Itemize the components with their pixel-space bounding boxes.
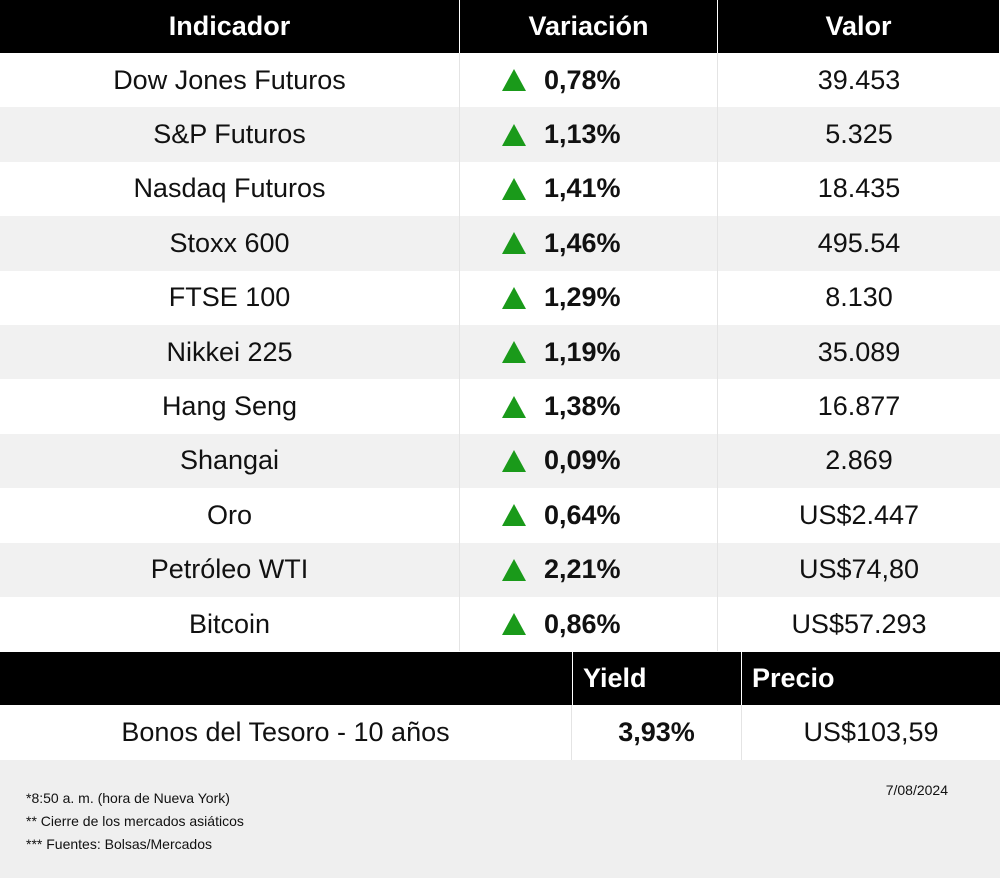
variation-value: 1,41% <box>544 173 621 204</box>
indicator: Dow Jones Futuros <box>0 53 460 108</box>
variation: 0,64% <box>460 488 718 543</box>
footnote: *** Fuentes: Bolsas/Mercados <box>26 836 212 852</box>
row-bg <box>0 325 1000 380</box>
variation: 1,13% <box>460 107 718 162</box>
variation: 0,78% <box>460 53 718 108</box>
variation: 2,21% <box>460 542 718 597</box>
value: US$2.447 <box>798 499 920 530</box>
variation: 0,09% <box>460 433 718 489</box>
header-cell: Precio <box>742 652 1000 705</box>
variation-value: 1,13% <box>544 119 621 150</box>
variation-value: 0,86% <box>544 608 621 639</box>
up-arrow <box>502 613 526 636</box>
up-arrow <box>502 286 526 309</box>
up-arrow <box>502 69 526 92</box>
header-cell: Indicador <box>0 0 460 53</box>
variation-value: 0,09% <box>544 445 621 476</box>
up-arrow <box>502 558 526 581</box>
row-bg <box>0 270 1000 325</box>
indicator: Nikkei 225 <box>0 325 460 380</box>
variation: 0,86% <box>460 597 718 652</box>
header-cell: Yield <box>572 652 742 705</box>
indicator: Shangai <box>0 433 460 489</box>
bond-price: US$103,59 <box>803 717 939 747</box>
variation: 1,19% <box>460 325 718 380</box>
variation-value: 0,64% <box>544 499 621 530</box>
footnote: *8:50 a. m. (hora de Nueva York) <box>26 790 230 806</box>
variation-value: 0,78% <box>544 64 621 95</box>
indicator: FTSE 100 <box>0 270 460 325</box>
row-bg <box>0 488 1000 543</box>
value: US$57.293 <box>791 608 927 639</box>
up-arrow <box>502 341 526 364</box>
date: 7/08/2024 <box>885 782 948 798</box>
variation-value: 2,21% <box>544 554 621 585</box>
variation-value: 1,46% <box>544 227 621 258</box>
footnote: ** Cierre de los mercados asiáticos <box>26 813 244 829</box>
indicator: Bitcoin <box>0 597 460 652</box>
value: 16.877 <box>817 391 901 422</box>
up-arrow <box>502 123 526 146</box>
variation: 1,41% <box>460 161 718 217</box>
up-arrow <box>502 504 526 527</box>
value: 2.869 <box>825 445 893 476</box>
variation-value: 1,29% <box>544 282 621 313</box>
up-arrow <box>502 232 526 255</box>
row-bg <box>0 597 1000 652</box>
bond-name: Bonos del Tesoro - 10 años <box>0 705 572 760</box>
value: 39.453 <box>817 64 901 95</box>
value: 8.130 <box>825 282 893 313</box>
row-bg <box>0 542 1000 597</box>
indicator: Hang Seng <box>0 379 460 434</box>
row-bg <box>0 433 1000 489</box>
value: 35.089 <box>817 336 901 367</box>
indicator: Oro <box>0 488 460 543</box>
value: 5.325 <box>825 119 893 150</box>
indicator: S&P Futuros <box>0 107 460 162</box>
row-bg <box>0 53 1000 108</box>
variation: 1,29% <box>460 270 718 325</box>
footer-bg <box>0 760 1000 878</box>
header-cell: Valor <box>718 0 1000 53</box>
row-bg <box>0 379 1000 434</box>
value: 495.54 <box>817 227 901 258</box>
indicator: Stoxx 600 <box>0 216 460 271</box>
value: 18.435 <box>817 173 901 204</box>
up-arrow <box>502 395 526 418</box>
variation: 1,46% <box>460 216 718 271</box>
header-cell: Variación <box>460 0 718 53</box>
row-bg <box>0 161 1000 217</box>
variation: 1,38% <box>460 379 718 434</box>
indicator: Nasdaq Futuros <box>0 161 460 217</box>
up-arrow <box>502 177 526 200</box>
up-arrow <box>502 449 526 472</box>
row-bg <box>0 107 1000 162</box>
variation-value: 1,38% <box>544 391 621 422</box>
row-bg <box>0 216 1000 271</box>
value: US$74,80 <box>798 554 920 585</box>
bond-yield: 3,93% <box>572 705 742 760</box>
indicator: Petróleo WTI <box>0 542 460 597</box>
variation-value: 1,19% <box>544 336 621 367</box>
